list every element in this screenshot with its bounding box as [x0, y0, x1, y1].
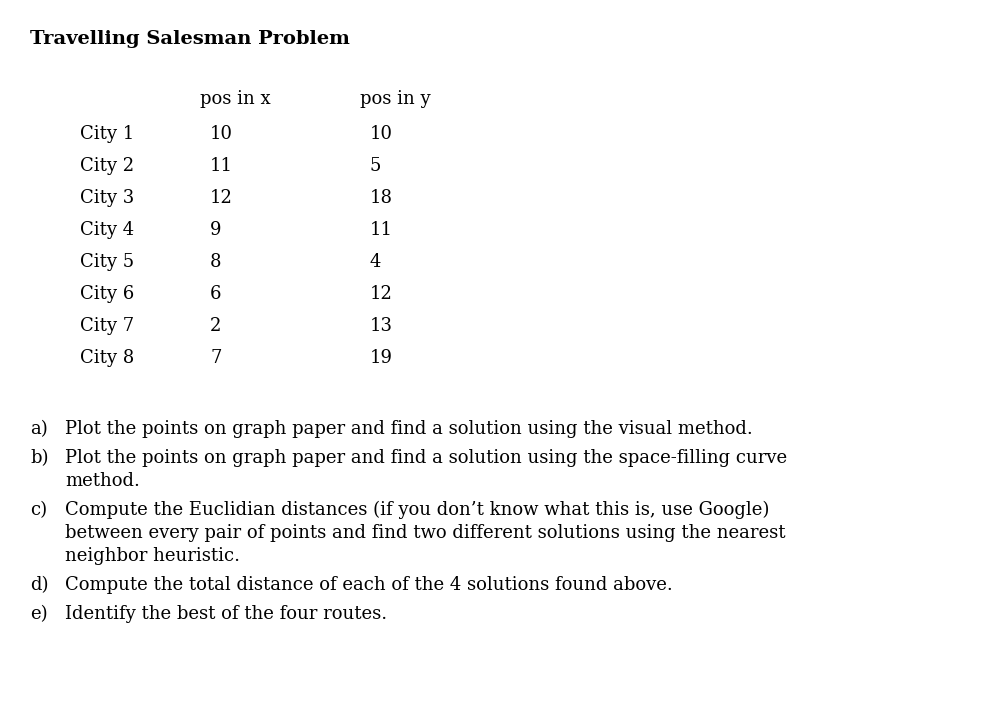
Text: Identify the best of the four routes.: Identify the best of the four routes.: [65, 605, 387, 623]
Text: method.: method.: [65, 472, 139, 490]
Text: 13: 13: [370, 317, 393, 335]
Text: d): d): [30, 576, 48, 594]
Text: pos in y: pos in y: [360, 90, 430, 108]
Text: City 5: City 5: [80, 253, 134, 271]
Text: b): b): [30, 449, 48, 467]
Text: 12: 12: [370, 285, 393, 303]
Text: a): a): [30, 420, 48, 438]
Text: c): c): [30, 501, 47, 519]
Text: City 4: City 4: [80, 221, 134, 239]
Text: Compute the Euclidian distances (if you don’t know what this is, use Google): Compute the Euclidian distances (if you …: [65, 501, 769, 519]
Text: 2: 2: [209, 317, 221, 335]
Text: City 1: City 1: [80, 125, 134, 143]
Text: City 7: City 7: [80, 317, 134, 335]
Text: City 3: City 3: [80, 189, 134, 207]
Text: between every pair of points and find two different solutions using the nearest: between every pair of points and find tw…: [65, 524, 785, 542]
Text: neighbor heuristic.: neighbor heuristic.: [65, 547, 239, 565]
Text: Compute the total distance of each of the 4 solutions found above.: Compute the total distance of each of th…: [65, 576, 672, 594]
Text: 9: 9: [209, 221, 221, 239]
Text: 18: 18: [370, 189, 393, 207]
Text: City 6: City 6: [80, 285, 134, 303]
Text: 19: 19: [370, 349, 393, 367]
Text: 12: 12: [209, 189, 232, 207]
Text: Plot the points on graph paper and find a solution using the space-filling curve: Plot the points on graph paper and find …: [65, 449, 787, 467]
Text: 10: 10: [209, 125, 232, 143]
Text: pos in x: pos in x: [199, 90, 271, 108]
Text: 5: 5: [370, 157, 381, 175]
Text: Plot the points on graph paper and find a solution using the visual method.: Plot the points on graph paper and find …: [65, 420, 752, 438]
Text: 7: 7: [209, 349, 221, 367]
Text: City 8: City 8: [80, 349, 134, 367]
Text: City 2: City 2: [80, 157, 134, 175]
Text: Travelling Salesman Problem: Travelling Salesman Problem: [30, 30, 350, 48]
Text: e): e): [30, 605, 47, 623]
Text: 6: 6: [209, 285, 221, 303]
Text: 11: 11: [209, 157, 232, 175]
Text: 10: 10: [370, 125, 393, 143]
Text: 8: 8: [209, 253, 221, 271]
Text: 4: 4: [370, 253, 381, 271]
Text: 11: 11: [370, 221, 393, 239]
